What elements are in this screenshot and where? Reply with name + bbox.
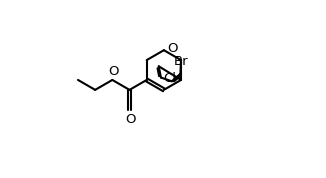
Text: O: O (168, 42, 178, 55)
Text: O: O (125, 113, 136, 126)
Text: Br: Br (174, 55, 188, 68)
Text: Cl: Cl (164, 72, 176, 85)
Text: O: O (108, 65, 118, 78)
